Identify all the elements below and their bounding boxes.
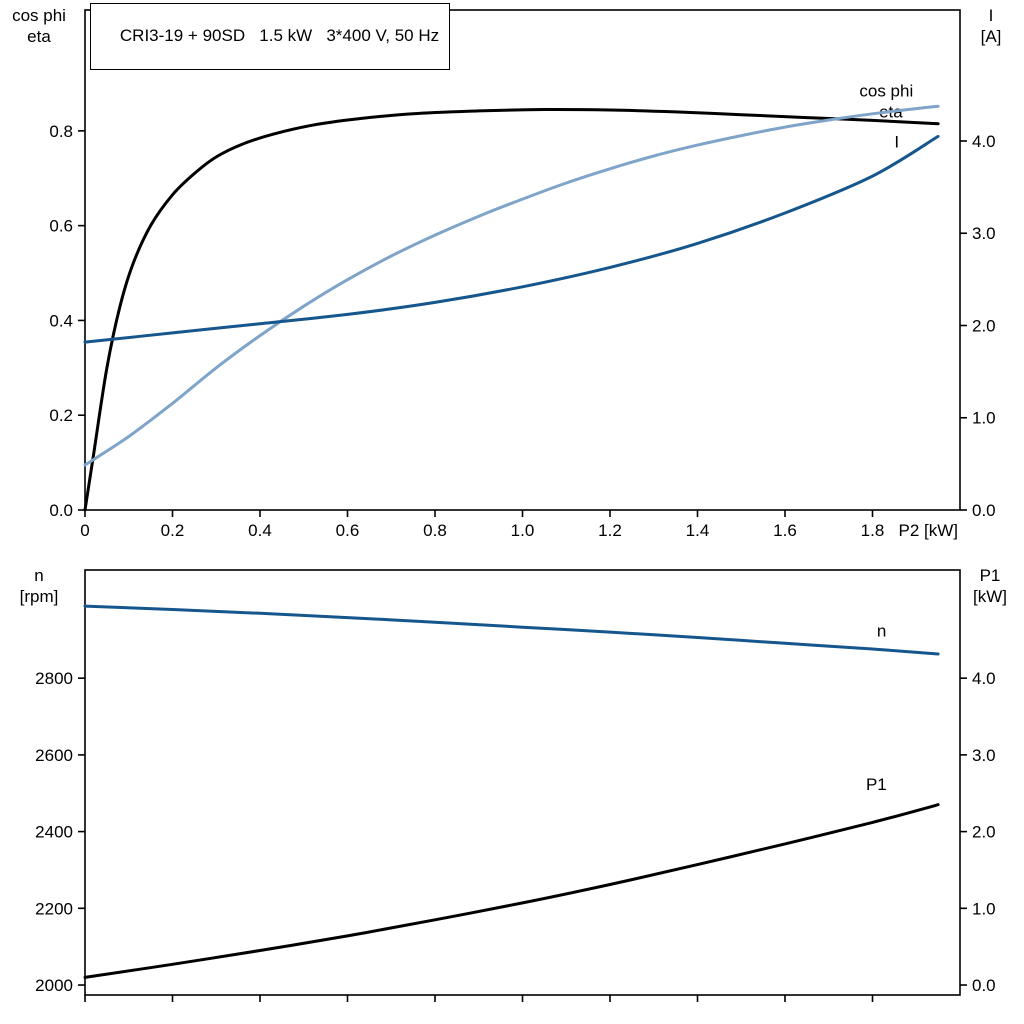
series-n-label: n [877, 622, 886, 641]
series-p1-label: P1 [866, 775, 887, 794]
top-left-axis-title: cos phi eta [4, 5, 74, 47]
series-cos-phi-curve [83, 104, 940, 467]
x-tick-label: 1.6 [773, 521, 797, 540]
plot-frame [84, 9, 961, 511]
axis-title-line: cos phi [12, 6, 66, 25]
y-left-tick-label: 2600 [35, 746, 73, 765]
axis-title-line: [rpm] [19, 587, 59, 606]
y-left-tick-label: 0.8 [49, 122, 73, 141]
y-right-tick-label: 0.0 [972, 501, 996, 520]
x-axis-unit-label: P2 [kW] [898, 521, 958, 540]
y-right-tick-label: 2.0 [972, 316, 996, 335]
axis-title-line: eta [27, 27, 51, 46]
y-left-tick-label: 0.0 [49, 501, 73, 520]
y-left-tick-label: 0.4 [49, 311, 73, 330]
y-right-tick-label: 4.0 [972, 669, 996, 688]
x-tick-label: 1.0 [511, 521, 535, 540]
x-tick-label: 0.6 [336, 521, 360, 540]
x-tick-label: 0.4 [248, 521, 272, 540]
y-right-tick-label: 3.0 [972, 224, 996, 243]
series-eta-curve [83, 107, 940, 512]
y-right-tick-label: 3.0 [972, 746, 996, 765]
x-tick-label: 1.2 [598, 521, 622, 540]
axis-title-line: I [988, 6, 994, 25]
x-tick-label: 1.4 [686, 521, 710, 540]
series-cos-phi-label: cos phi [859, 82, 913, 101]
series-i-curve [83, 134, 940, 344]
y-right-tick-label: 1.0 [972, 899, 996, 918]
y-left-tick-label: 2200 [35, 899, 73, 918]
y-right-tick-label: 1.0 [972, 409, 996, 428]
bottom-left-axis-title: n [rpm] [4, 565, 74, 607]
y-left-tick-label: 2800 [35, 669, 73, 688]
plot-frame [84, 569, 961, 996]
axis-title-line: [kW] [973, 587, 1007, 606]
y-left-tick-label: 2000 [35, 976, 73, 995]
motor-speed-power-curves: 2000 2200 2400 2600 2800 0.0 1.0 2.0 3.0 4.0 n P1 [35, 569, 996, 1002]
y-left-tick-label: 0.6 [49, 217, 73, 236]
series-p1-curve [83, 803, 940, 979]
y-right-tick-label: 2.0 [972, 823, 996, 842]
x-tick-label: 0.8 [423, 521, 447, 540]
axis-title-line: P1 [979, 566, 1001, 585]
y-right-tick-label: 4.0 [972, 132, 996, 151]
chart-title-box: CRI3-19 + 90SD 1.5 kW 3*400 V, 50 Hz [90, 3, 451, 70]
x-tick-label: 0.2 [161, 521, 185, 540]
axis-title-line: n [34, 566, 44, 585]
series-i-label: I [894, 132, 899, 151]
bottom-right-axis-title: P1 [kW] [960, 565, 1020, 607]
series-n-curve [83, 604, 940, 656]
y-left-tick-label: 0.2 [49, 406, 73, 425]
y-right-tick-label: 0.0 [972, 976, 996, 995]
chart-title: CRI3-19 + 90SD 1.5 kW 3*400 V, 50 Hz [119, 26, 440, 45]
top-right-axis-title: I [A] [962, 5, 1020, 47]
x-tick-label: 0 [80, 521, 89, 540]
motor-electrical-curves: 0 0.2 0.4 0.6 0.8 1.0 1.2 1.4 1.6 1.8 P2 [kW] 0.0 0.… [49, 9, 996, 540]
axis-title-line: [A] [980, 27, 1002, 46]
y-left-tick-label: 2400 [35, 823, 73, 842]
x-tick-label: 1.8 [861, 521, 885, 540]
